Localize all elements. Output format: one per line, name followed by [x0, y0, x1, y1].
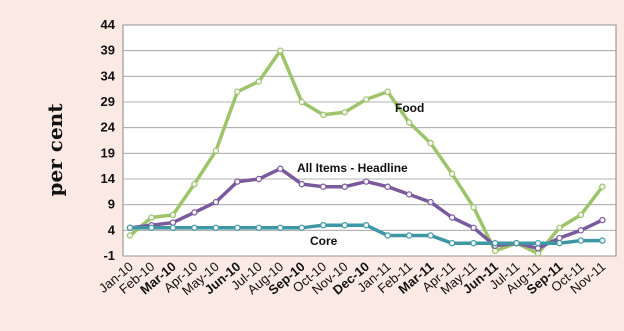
series-lines — [126, 47, 606, 257]
data-point — [448, 170, 456, 178]
data-point — [513, 239, 520, 247]
data-point — [212, 224, 220, 231]
data-point — [148, 224, 155, 231]
series-label: Core — [310, 234, 338, 248]
data-point — [234, 224, 241, 231]
data-point — [298, 180, 305, 188]
data-point — [255, 175, 263, 183]
data-point — [277, 47, 284, 54]
series-label: All Items - Headline — [297, 161, 408, 175]
data-point — [470, 204, 477, 211]
data-point — [427, 198, 434, 206]
series-label: Food — [395, 101, 424, 115]
y-tick-label: 14 — [101, 171, 116, 186]
data-point — [534, 239, 542, 247]
data-point — [470, 239, 477, 247]
data-point — [320, 221, 327, 229]
y-axis-ticks: 44 39 34 29 24 19 14 9 4 -1 — [101, 17, 116, 263]
data-point — [169, 224, 177, 231]
data-point — [169, 219, 177, 226]
data-point — [405, 119, 413, 126]
data-point — [126, 224, 134, 231]
data-point — [427, 139, 434, 147]
data-point — [556, 239, 563, 247]
data-point — [405, 191, 413, 198]
y-tick-label: 39 — [101, 43, 115, 58]
data-point — [363, 221, 370, 229]
data-point — [255, 224, 263, 231]
data-point — [277, 165, 284, 172]
data-point — [234, 178, 241, 185]
data-point — [577, 227, 585, 234]
data-point — [169, 211, 177, 219]
data-point — [556, 234, 563, 242]
y-tick-label: 24 — [101, 120, 116, 135]
y-tick-label: 44 — [101, 17, 116, 32]
data-point — [341, 109, 348, 116]
data-point — [491, 239, 499, 247]
y-tick-label: 9 — [108, 197, 115, 212]
data-point — [298, 98, 305, 106]
data-point — [556, 224, 563, 231]
y-tick-label: 34 — [101, 68, 116, 83]
data-point — [126, 232, 134, 239]
data-point — [384, 88, 391, 95]
data-point — [448, 214, 456, 221]
y-tick-label: 29 — [101, 94, 115, 109]
data-point — [470, 224, 477, 231]
data-point — [191, 224, 198, 231]
data-point — [534, 245, 542, 252]
data-point — [148, 214, 155, 221]
y-tick-label: 4 — [108, 222, 116, 237]
y-tick-label: 19 — [101, 145, 115, 160]
data-point — [577, 211, 585, 219]
series-labels: Food All Items - Headline Core — [297, 101, 424, 248]
data-point — [320, 111, 327, 119]
data-point — [298, 224, 305, 231]
data-point — [384, 232, 391, 239]
data-point — [405, 232, 413, 239]
data-point — [341, 183, 348, 190]
data-point — [277, 224, 284, 231]
data-point — [384, 183, 391, 190]
data-point — [427, 232, 434, 239]
data-point — [577, 237, 585, 244]
data-point — [448, 239, 456, 247]
y-tick-label: -1 — [103, 248, 115, 263]
data-point — [212, 147, 220, 154]
plot-area — [122, 24, 617, 257]
data-point — [212, 198, 220, 206]
data-point — [491, 247, 499, 255]
data-point — [191, 180, 198, 188]
data-point — [320, 183, 327, 190]
x-axis-ticks: Jan-10Feb-10Mar-10Apr-10May-10Jun-10Jul-… — [96, 259, 608, 298]
data-point — [534, 250, 542, 257]
data-point — [341, 221, 348, 229]
y-axis-label: per cent — [43, 103, 67, 197]
data-point — [234, 88, 241, 95]
data-point — [363, 96, 370, 103]
data-point — [599, 183, 606, 190]
data-point — [363, 178, 370, 185]
data-point — [599, 216, 606, 224]
data-point — [191, 209, 198, 216]
data-point — [255, 78, 263, 85]
gridlines — [123, 24, 616, 257]
data-point — [599, 237, 606, 244]
